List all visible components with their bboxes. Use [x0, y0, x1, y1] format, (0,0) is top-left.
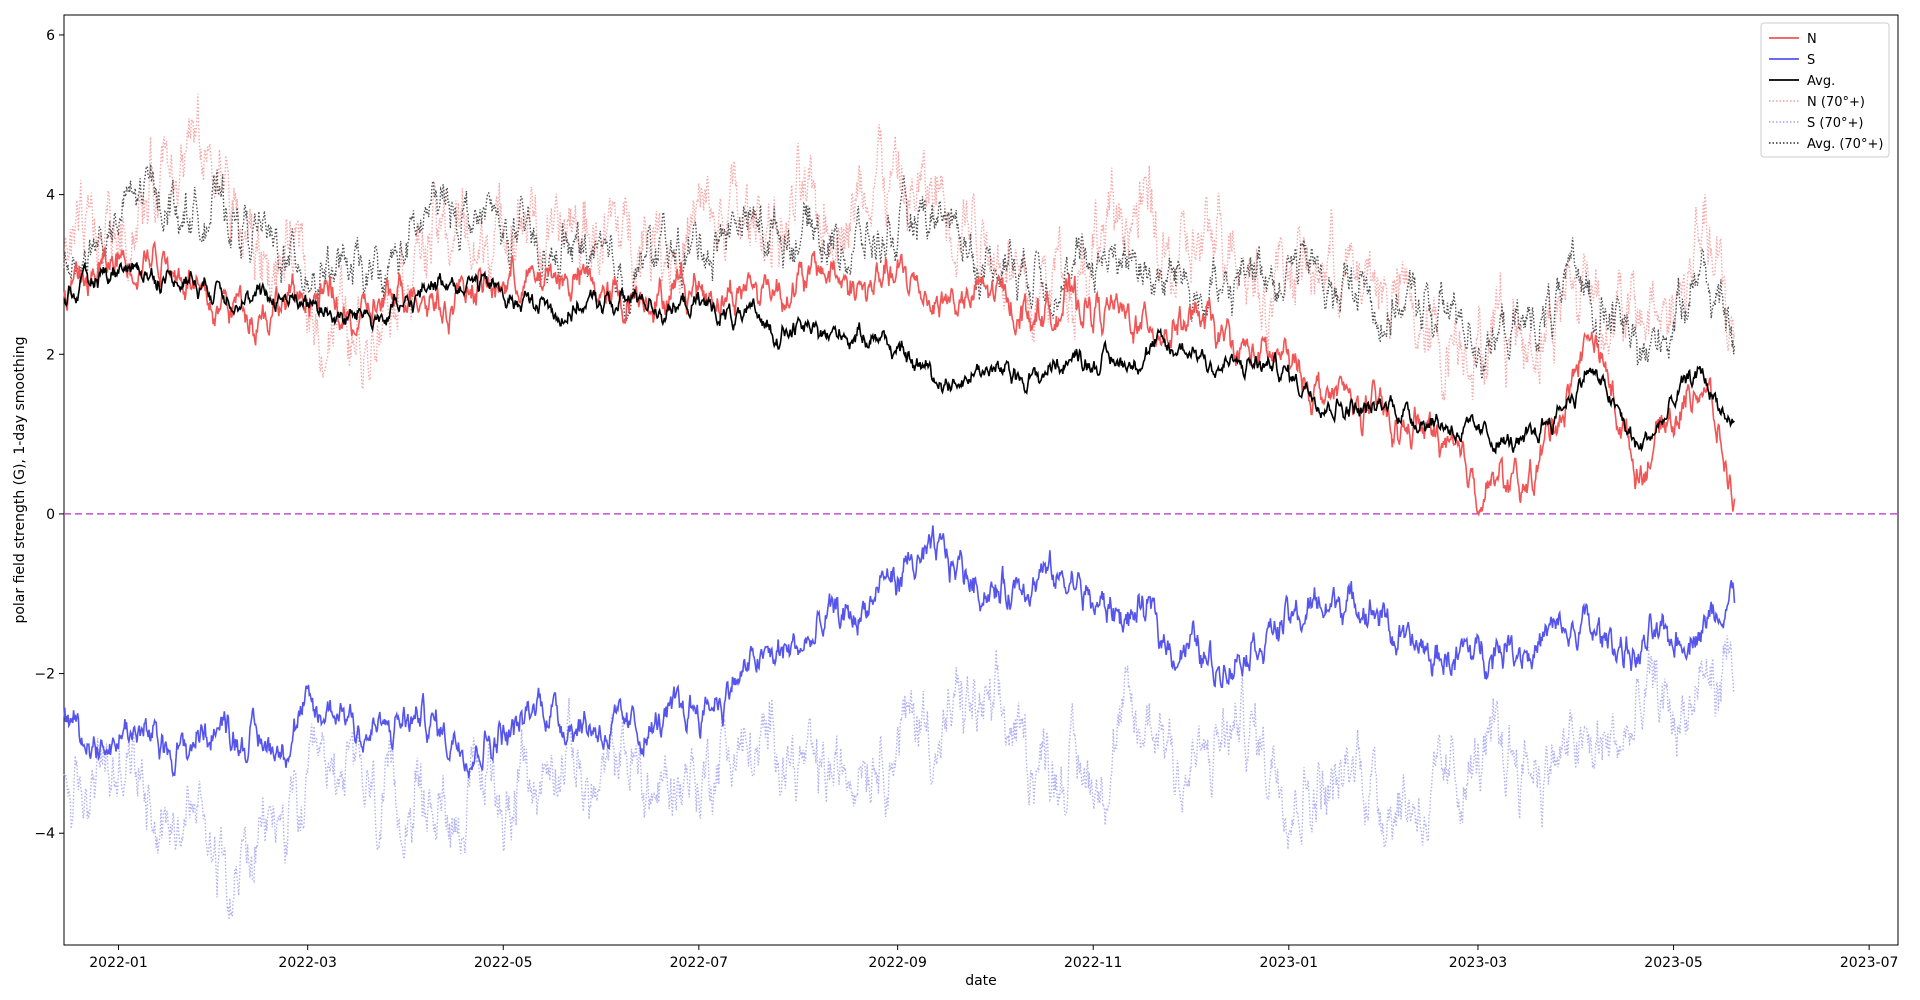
- x-tick-label: 2022-01: [89, 955, 148, 971]
- x-tick-label: 2022-11: [1064, 955, 1123, 971]
- y-axis-title: polar field strength (G), 1-day smoothin…: [12, 336, 28, 623]
- legend-label: Avg. (70°+): [1807, 137, 1883, 152]
- series-layer: [63, 93, 1736, 920]
- x-tick-label: 2022-09: [868, 955, 927, 971]
- axes: −4 −2 0 2 4 6 2022-01 2022-03 2022-05 2022-07 2022…: [34, 28, 1898, 971]
- legend-label: Avg.: [1807, 74, 1835, 89]
- legend-label: S: [1807, 53, 1815, 68]
- x-tick-label: 2022-03: [278, 955, 337, 971]
- legend-label: S (70°+): [1807, 116, 1863, 131]
- series-line-s-70: [63, 635, 1736, 920]
- x-axis-title: date: [965, 973, 997, 989]
- x-tick-label: 2022-05: [474, 955, 533, 971]
- x-tick-label: 2023-05: [1644, 955, 1703, 971]
- x-tick-label: 2023-07: [1840, 955, 1899, 971]
- y-tick-label: 2: [46, 347, 55, 363]
- series-line-s: [63, 525, 1736, 779]
- x-tick-label: 2023-01: [1260, 955, 1319, 971]
- y-tick-label: 4: [46, 188, 55, 204]
- legend: NS Avg. N (70°+) S (70°+) Avg. (70°+): [1760, 22, 1890, 158]
- y-tick-label: 6: [46, 28, 55, 44]
- series-line-n-70: [63, 93, 1736, 401]
- legend-label: N: [1807, 32, 1817, 47]
- y-tick-label: 0: [46, 507, 55, 523]
- legend-box: [1760, 22, 1890, 158]
- x-tick-label: 2022-07: [670, 955, 729, 971]
- series-line-avg: [63, 261, 1735, 455]
- legend-label: N (70°+): [1807, 95, 1865, 110]
- y-tick-label: −2: [34, 667, 55, 683]
- plot-frame: [63, 14, 1899, 946]
- y-tick-label: −4: [34, 826, 55, 842]
- x-tick-label: 2023-03: [1449, 955, 1508, 971]
